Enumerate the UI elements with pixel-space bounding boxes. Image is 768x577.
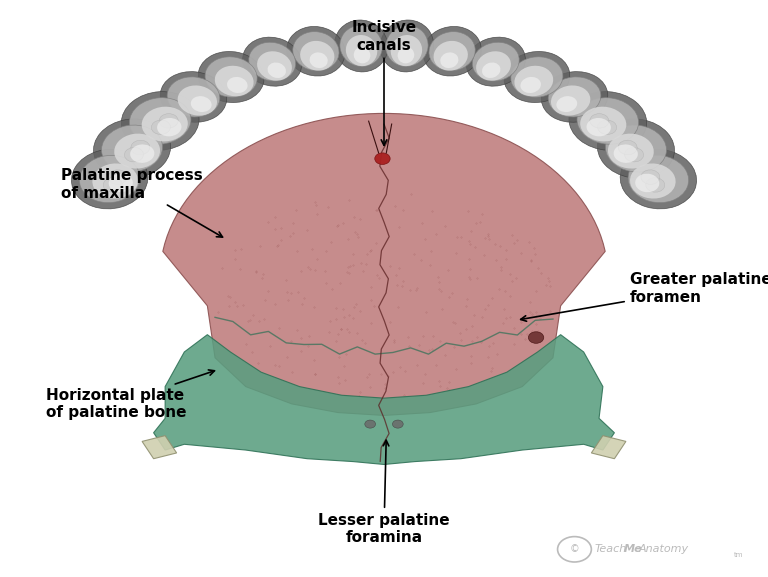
Ellipse shape: [635, 174, 659, 192]
Ellipse shape: [511, 57, 563, 98]
Ellipse shape: [310, 53, 328, 68]
Ellipse shape: [386, 25, 428, 66]
Ellipse shape: [257, 51, 292, 81]
Ellipse shape: [646, 178, 665, 192]
Ellipse shape: [398, 47, 414, 63]
Ellipse shape: [598, 119, 674, 178]
Text: tm: tm: [733, 552, 743, 558]
Ellipse shape: [551, 85, 591, 115]
Ellipse shape: [614, 144, 638, 163]
Ellipse shape: [624, 148, 644, 162]
Ellipse shape: [391, 35, 422, 66]
Ellipse shape: [440, 53, 458, 68]
Ellipse shape: [340, 25, 382, 66]
Ellipse shape: [243, 37, 302, 86]
Ellipse shape: [101, 125, 163, 172]
Ellipse shape: [121, 92, 199, 150]
Ellipse shape: [541, 72, 607, 122]
Ellipse shape: [177, 85, 217, 115]
Text: Anatomy: Anatomy: [638, 544, 688, 554]
Text: Greater palatine
foramen: Greater palatine foramen: [521, 272, 768, 321]
Ellipse shape: [130, 98, 191, 144]
Ellipse shape: [92, 163, 138, 198]
Ellipse shape: [434, 41, 468, 70]
Circle shape: [375, 153, 390, 164]
Ellipse shape: [215, 66, 253, 96]
Ellipse shape: [429, 32, 475, 71]
Ellipse shape: [334, 20, 388, 72]
Ellipse shape: [423, 27, 482, 76]
Ellipse shape: [466, 37, 525, 86]
Ellipse shape: [141, 107, 188, 141]
Text: Teach: Teach: [594, 544, 627, 554]
Polygon shape: [154, 335, 614, 464]
Circle shape: [365, 420, 376, 428]
Ellipse shape: [205, 57, 257, 98]
Ellipse shape: [548, 77, 601, 117]
Ellipse shape: [482, 62, 501, 78]
Ellipse shape: [293, 32, 339, 71]
Ellipse shape: [109, 174, 133, 192]
Ellipse shape: [521, 77, 541, 93]
Ellipse shape: [515, 66, 553, 96]
Ellipse shape: [130, 144, 154, 163]
Ellipse shape: [590, 114, 609, 128]
Ellipse shape: [108, 170, 127, 184]
Circle shape: [392, 420, 403, 428]
Text: ©: ©: [570, 544, 579, 554]
Ellipse shape: [476, 51, 511, 81]
Ellipse shape: [630, 163, 676, 198]
Ellipse shape: [556, 96, 578, 112]
Ellipse shape: [131, 140, 150, 155]
Polygon shape: [591, 436, 626, 459]
Ellipse shape: [190, 96, 212, 112]
Text: Me: Me: [624, 544, 642, 554]
Polygon shape: [142, 436, 177, 459]
Ellipse shape: [114, 134, 160, 168]
Ellipse shape: [621, 149, 697, 209]
Ellipse shape: [159, 114, 178, 128]
Ellipse shape: [354, 47, 370, 63]
Ellipse shape: [346, 35, 377, 66]
Ellipse shape: [167, 77, 220, 117]
Ellipse shape: [472, 42, 519, 81]
Circle shape: [528, 332, 544, 343]
Ellipse shape: [618, 140, 637, 155]
Text: Palatine process
of maxilla: Palatine process of maxilla: [61, 168, 223, 237]
Ellipse shape: [641, 170, 660, 184]
Ellipse shape: [587, 118, 611, 136]
Polygon shape: [163, 114, 605, 415]
Ellipse shape: [605, 125, 667, 172]
Ellipse shape: [577, 98, 638, 144]
Ellipse shape: [79, 155, 140, 203]
Ellipse shape: [249, 42, 296, 81]
Ellipse shape: [103, 178, 122, 192]
Ellipse shape: [504, 51, 570, 103]
Text: Horizontal plate
of palatine bone: Horizontal plate of palatine bone: [46, 370, 214, 420]
Ellipse shape: [267, 62, 286, 78]
Ellipse shape: [380, 20, 434, 72]
Ellipse shape: [608, 134, 654, 168]
Ellipse shape: [580, 107, 627, 141]
Ellipse shape: [286, 27, 345, 76]
Ellipse shape: [569, 92, 647, 150]
Ellipse shape: [198, 51, 264, 103]
Ellipse shape: [151, 120, 170, 134]
Ellipse shape: [300, 41, 334, 70]
Text: Incisive
canals: Incisive canals: [352, 20, 416, 145]
Ellipse shape: [598, 120, 617, 134]
Ellipse shape: [628, 155, 689, 203]
Ellipse shape: [161, 72, 227, 122]
Ellipse shape: [94, 119, 170, 178]
Ellipse shape: [124, 148, 144, 162]
Ellipse shape: [227, 77, 247, 93]
Text: Lesser palatine
foramina: Lesser palatine foramina: [318, 440, 450, 545]
Ellipse shape: [157, 118, 181, 136]
Ellipse shape: [71, 149, 147, 209]
